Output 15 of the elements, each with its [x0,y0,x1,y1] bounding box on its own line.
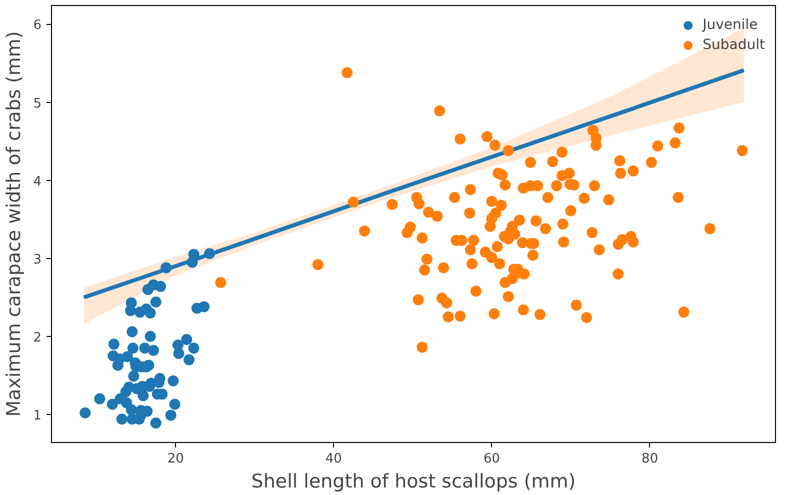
y-tick-label: 2 [33,330,42,346]
y-tick-label: 3 [33,252,42,268]
line-series [82,68,746,300]
x-axis-title: Shell length of host scallops (mm) [251,470,576,492]
x-tick-label: 40 [325,452,342,466]
x-tick-label: 80 [642,452,658,466]
legend-label: Subadult [702,37,765,53]
legend-label: Juvenile [702,17,758,33]
y-tick-label: 5 [33,96,42,112]
y-tick-label: 6 [33,18,42,34]
y-axis-title: Maximum carapace width of crabs (mm) [3,31,26,417]
x-tick-label: 20 [167,452,184,466]
y-tick-label: 1 [33,408,42,424]
x-tick-label: 60 [483,452,500,466]
y-tick-label: 4 [33,174,42,190]
